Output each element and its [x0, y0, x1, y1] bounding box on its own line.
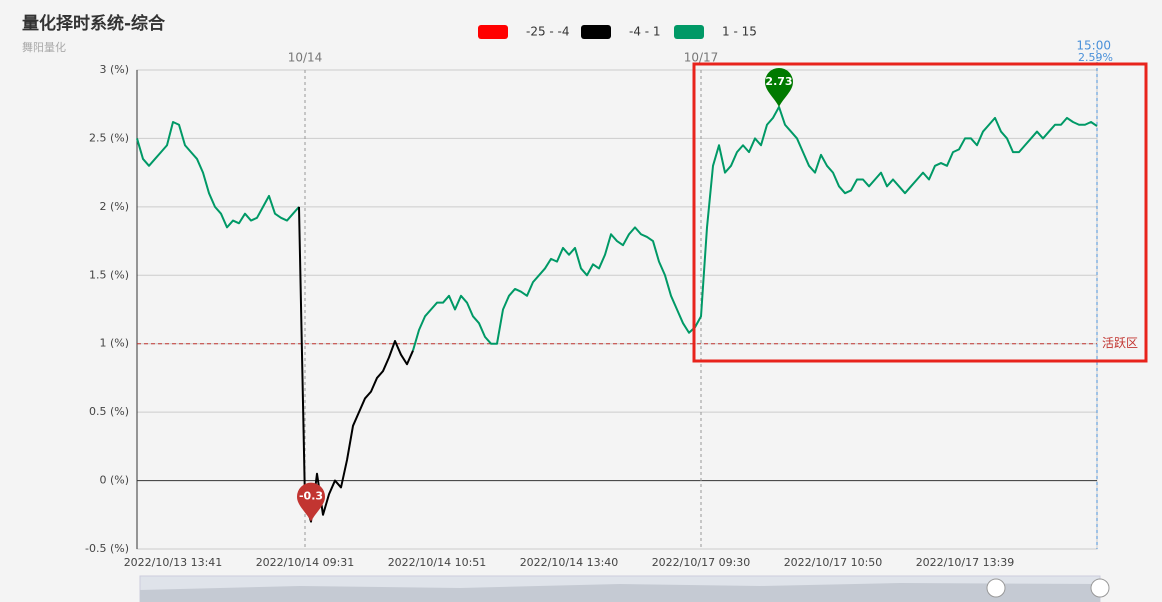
end-time: 15:00 — [1076, 39, 1111, 53]
legend-swatch — [581, 25, 611, 39]
series-line — [412, 105, 1098, 351]
mark-label: -0.3 — [299, 490, 323, 503]
legend-swatch — [674, 25, 704, 39]
x-tick-label: 2022/10/17 13:39 — [916, 556, 1015, 569]
zoom-handle[interactable] — [986, 578, 1006, 598]
y-tick-label: 2.5 (%) — [89, 131, 129, 144]
x-tick-label: 2022/10/14 13:40 — [520, 556, 619, 569]
y-tick-label: 2 (%) — [99, 200, 129, 213]
series-line — [298, 206, 414, 523]
day-label: 10/14 — [288, 51, 323, 65]
chart-subtitle: 舞阳量化 — [22, 40, 66, 54]
mark-pin — [297, 482, 325, 522]
threshold-label: 活跃区 — [1102, 336, 1138, 350]
zoom-handle[interactable] — [1090, 578, 1110, 598]
highlight-box — [692, 62, 1148, 363]
x-tick-label: 2022/10/14 09:31 — [256, 556, 355, 569]
y-tick-label: 0 (%) — [99, 474, 129, 487]
chart-title: 量化择时系统-综合 — [22, 13, 166, 34]
y-tick-label: -0.5 (%) — [85, 542, 129, 555]
x-tick-label: 2022/10/17 10:50 — [784, 556, 883, 569]
y-tick-label: 1.5 (%) — [89, 268, 129, 281]
y-tick-label: 0.5 (%) — [89, 405, 129, 418]
y-tick-label: 1 (%) — [99, 337, 129, 350]
data-zoom[interactable] — [139, 575, 1110, 602]
plot-area — [136, 69, 1098, 550]
y-tick-label: 3 (%) — [99, 63, 129, 76]
legend-label: 1 - 15 — [722, 25, 757, 39]
mark-label: 2.73 — [765, 75, 792, 88]
zoom-preview — [140, 583, 1100, 602]
legend-label: -25 - -4 — [526, 25, 570, 39]
legend-label: -4 - 1 — [629, 25, 661, 39]
day-label: 10/17 — [684, 51, 719, 65]
x-tick-label: 2022/10/14 10:51 — [388, 556, 487, 569]
end-value: 2.59% — [1078, 51, 1113, 64]
mark-pin — [765, 67, 793, 107]
series-line — [136, 121, 300, 229]
x-tick-label: 2022/10/13 13:41 — [124, 556, 223, 569]
legend-swatch — [478, 25, 508, 39]
x-tick-label: 2022/10/17 09:30 — [652, 556, 751, 569]
